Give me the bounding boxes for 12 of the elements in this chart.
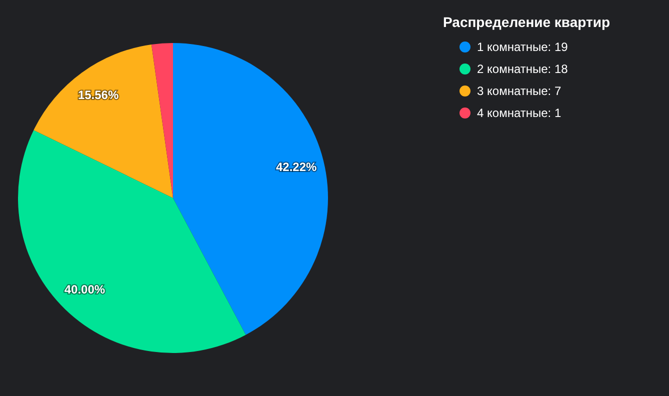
pie-slice bbox=[34, 44, 173, 198]
legend-label: 1 комнатные: 19 bbox=[477, 40, 568, 54]
legend-title: Распределение квартир bbox=[443, 14, 612, 30]
legend-label: 3 комнатные: 7 bbox=[477, 84, 562, 98]
pie-slice bbox=[173, 43, 328, 335]
data-label: 42.22% bbox=[276, 160, 317, 174]
legend-label: 4 комнатные: 1 bbox=[477, 106, 562, 120]
data-label: 15.56% bbox=[78, 88, 119, 102]
pie-slice bbox=[18, 130, 246, 353]
pie-slice bbox=[151, 43, 173, 198]
legend-label: 2 комнатные: 18 bbox=[477, 62, 568, 76]
data-label: 40.00% bbox=[64, 282, 106, 296]
